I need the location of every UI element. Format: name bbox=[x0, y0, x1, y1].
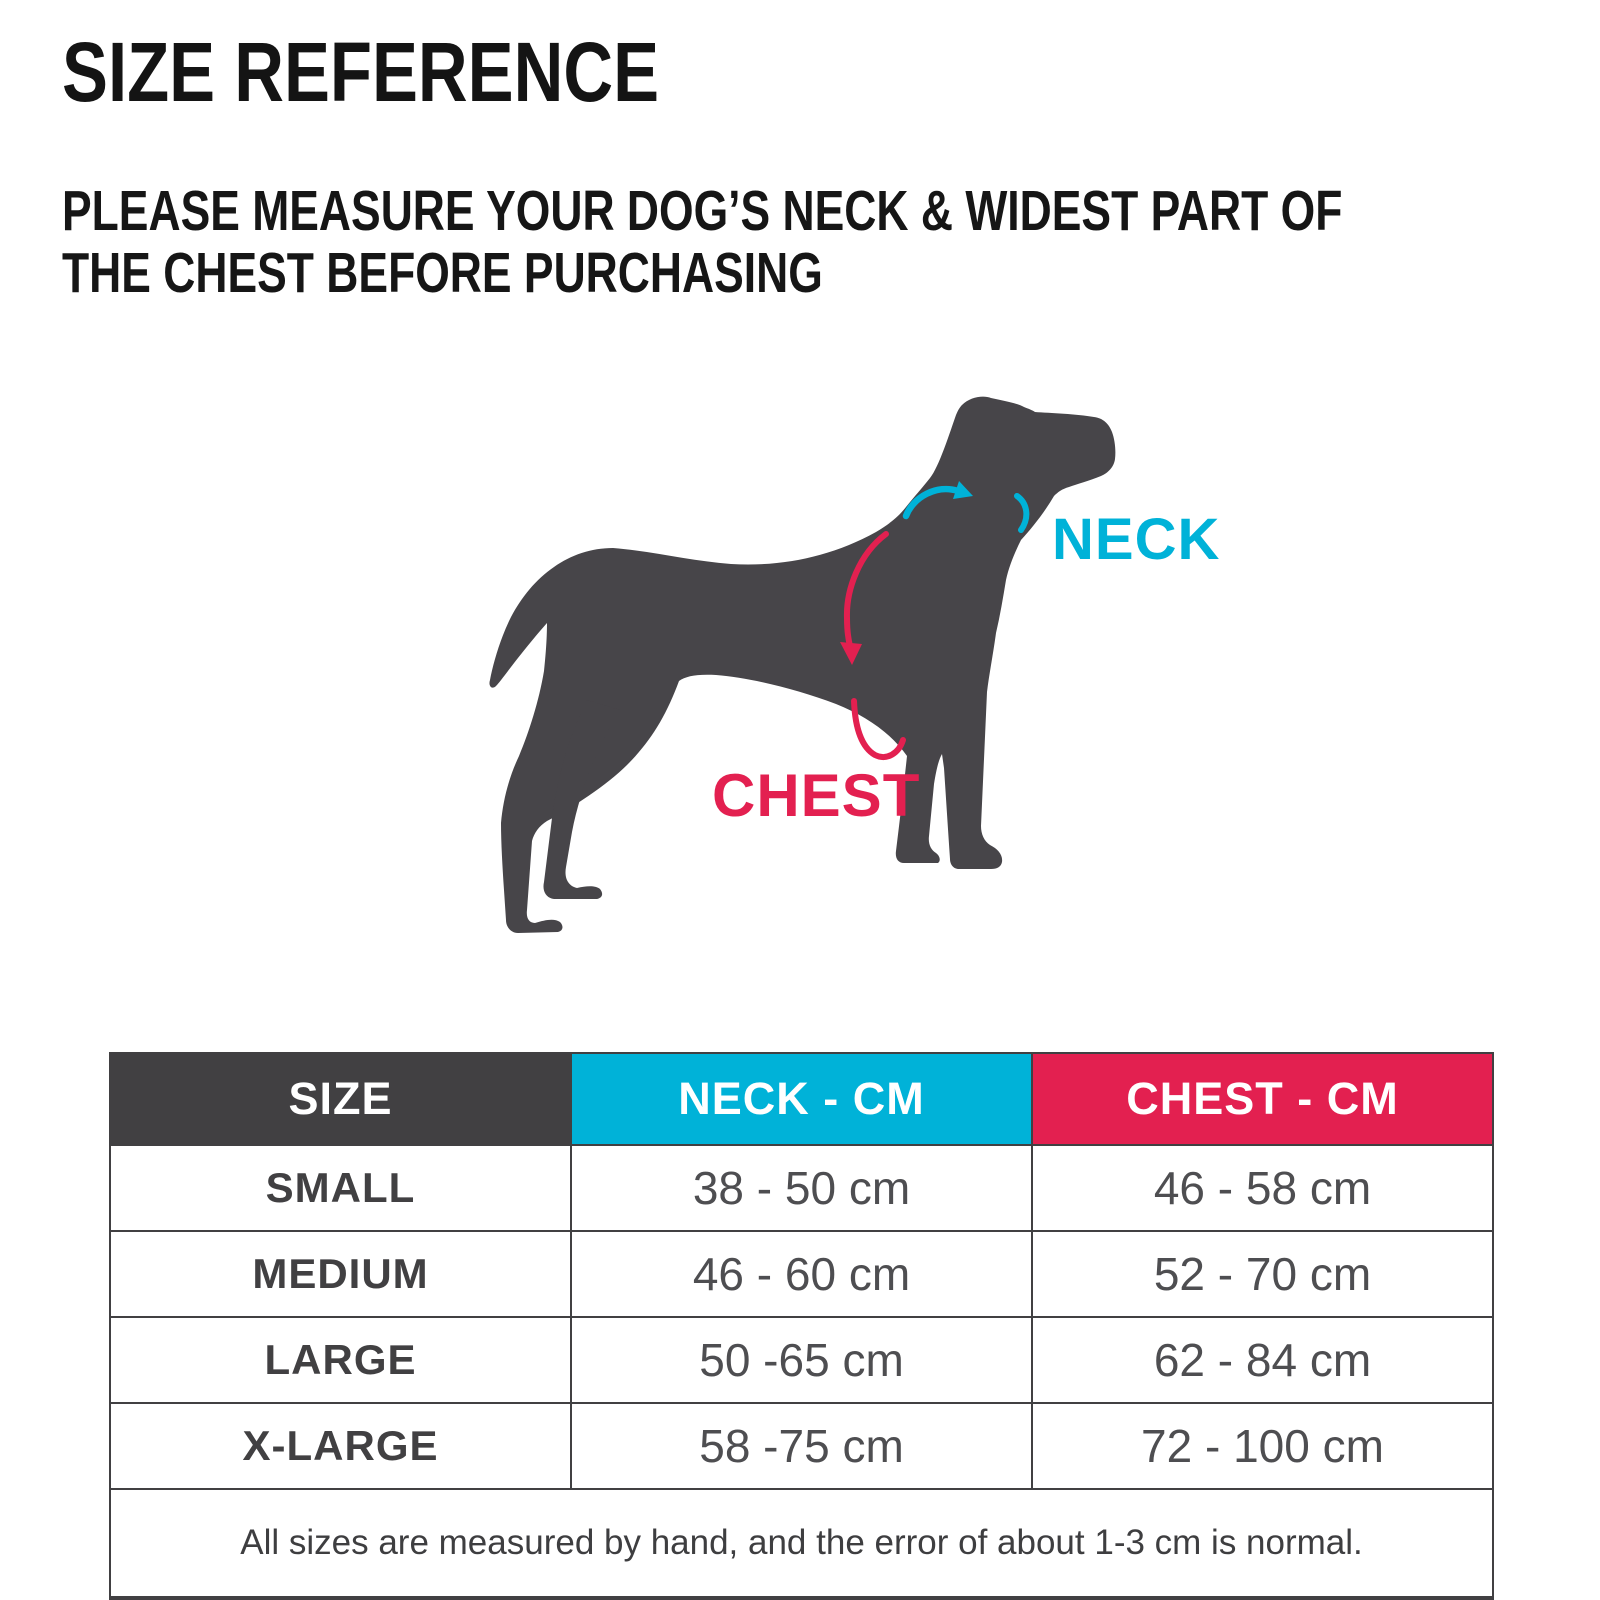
neck-measure-arc bbox=[902, 485, 962, 520]
table-row-x-large: X-LARGE 58 -75 cm 72 - 100 cm bbox=[109, 1402, 1494, 1490]
chest-cell: 62 - 84 cm bbox=[1031, 1316, 1494, 1404]
chest-measure-arc bbox=[843, 531, 889, 649]
neck-label: NECK bbox=[1052, 507, 1221, 572]
neck-cell: 46 - 60 cm bbox=[570, 1230, 1033, 1318]
neck-arrowhead-icon bbox=[953, 481, 973, 499]
subtitle: PLEASE MEASURE YOUR DOG’S NECK & WIDEST … bbox=[62, 180, 1342, 304]
neck-cell: 38 - 50 cm bbox=[570, 1144, 1033, 1232]
subtitle-line-2: THE CHEST BEFORE PURCHASING bbox=[62, 241, 823, 305]
column-header-neck: NECK - CM bbox=[570, 1052, 1033, 1146]
chest-cell: 52 - 70 cm bbox=[1031, 1230, 1494, 1318]
page-title: SIZE REFERENCE bbox=[62, 25, 660, 119]
table-footnote-row: All sizes are measured by hand, and the … bbox=[109, 1488, 1494, 1599]
neck-cell: 58 -75 cm bbox=[570, 1402, 1033, 1490]
dog-diagram-svg bbox=[489, 396, 1116, 933]
table-row-large: LARGE 50 -65 cm 62 - 84 cm bbox=[109, 1316, 1494, 1404]
neck-measure-arc-right bbox=[1014, 493, 1030, 533]
chest-cell: 72 - 100 cm bbox=[1031, 1402, 1494, 1490]
size-cell: SMALL bbox=[109, 1144, 572, 1232]
dog-silhouette bbox=[489, 396, 1116, 933]
size-cell: MEDIUM bbox=[109, 1230, 572, 1318]
chest-cell: 46 - 58 cm bbox=[1031, 1144, 1494, 1232]
column-header-chest: CHEST - CM bbox=[1031, 1052, 1494, 1146]
neck-cell: 50 -65 cm bbox=[570, 1316, 1033, 1404]
size-table-header-row: SIZE NECK - CM CHEST - CM bbox=[109, 1052, 1494, 1146]
size-cell: X-LARGE bbox=[109, 1402, 572, 1490]
column-header-size: SIZE bbox=[109, 1052, 572, 1146]
subtitle-line-1: PLEASE MEASURE YOUR DOG’S NECK & WIDEST … bbox=[62, 179, 1343, 243]
dog-measurement-diagram: NECK CHEST bbox=[450, 370, 1250, 980]
chest-label: CHEST bbox=[712, 762, 921, 829]
dog-hind-leg bbox=[543, 700, 620, 899]
size-cell: LARGE bbox=[109, 1316, 572, 1404]
table-row-small: SMALL 38 - 50 cm 46 - 58 cm bbox=[109, 1144, 1494, 1232]
footnote-text: All sizes are measured by hand, and the … bbox=[109, 1488, 1494, 1599]
chest-measure-arc-bottom bbox=[851, 698, 906, 761]
table-row-medium: MEDIUM 46 - 60 cm 52 - 70 cm bbox=[109, 1230, 1494, 1318]
size-table: SIZE NECK - CM CHEST - CM SMALL 38 - 50 … bbox=[109, 1052, 1494, 1600]
chest-arrowhead-icon bbox=[840, 642, 862, 665]
